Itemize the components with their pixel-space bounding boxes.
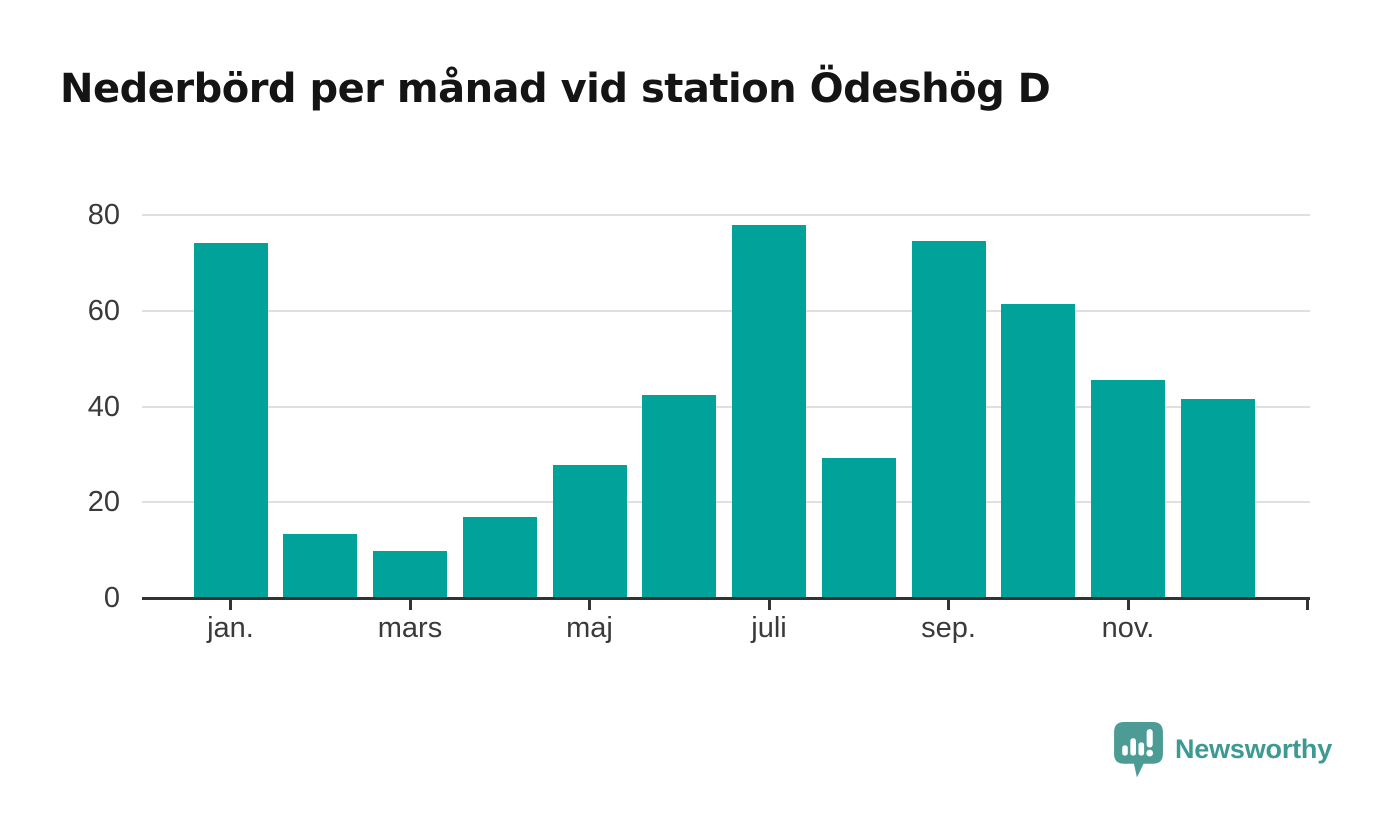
x-axis-tick-10 xyxy=(1126,600,1130,610)
x-axis-tick-2 xyxy=(408,600,412,610)
gridline-80 xyxy=(142,214,1310,216)
x-axis-tick-4 xyxy=(588,600,591,610)
bar-juli xyxy=(732,224,806,598)
y-axis-label-60: 60 xyxy=(87,294,120,327)
x-axis-line xyxy=(142,597,1310,600)
chart-title: Nederbörd per månad vid station Ödeshög … xyxy=(60,66,1051,112)
x-axis-tick-8 xyxy=(947,600,950,610)
gridline-60 xyxy=(142,309,1310,312)
x-axis-label-sep: sep. xyxy=(921,612,976,644)
x-axis-label-maj: maj xyxy=(566,612,613,644)
x-axis-tick-0 xyxy=(229,600,232,610)
bar-dec. xyxy=(1180,399,1255,598)
x-axis-label-juli: juli xyxy=(751,612,787,644)
bar-maj xyxy=(552,465,627,598)
bar-juni xyxy=(642,394,717,598)
bar-sep. xyxy=(911,241,986,598)
bar-jan. xyxy=(193,243,268,598)
y-axis-label-0: 0 xyxy=(103,582,120,614)
x-axis-label-nov: nov. xyxy=(1101,612,1155,644)
bar-okt. xyxy=(1001,304,1076,598)
bar-feb. xyxy=(283,534,358,598)
bar-aug. xyxy=(821,458,896,598)
bar-mars xyxy=(373,551,447,598)
bar-apr. xyxy=(462,517,537,598)
x-axis-label-mars: mars xyxy=(377,612,443,644)
x-axis-label-jan: jan. xyxy=(207,612,254,644)
newsworthy-logo: Newsworthy xyxy=(1113,719,1332,779)
y-axis-label-80: 80 xyxy=(87,199,120,231)
gridline-20 xyxy=(142,501,1310,504)
y-axis-label-20: 20 xyxy=(87,486,120,519)
y-axis-label-40: 40 xyxy=(87,390,120,423)
gridline-40 xyxy=(142,405,1310,408)
bar-nov. xyxy=(1091,380,1165,598)
newsworthy-speech-bubble-barchart-icon xyxy=(1114,721,1163,777)
x-axis-tick-6 xyxy=(767,600,771,610)
x-axis-tick-12 xyxy=(1306,600,1309,610)
newsworthy-logo-text: Newsworthy xyxy=(1175,734,1333,764)
